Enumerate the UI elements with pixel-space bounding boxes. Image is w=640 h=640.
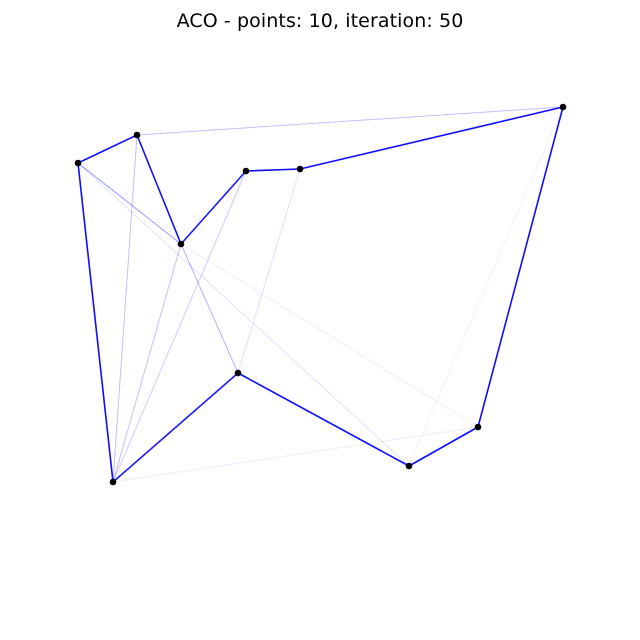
node-n1 <box>133 131 141 139</box>
edge-n0-n1 <box>77 134 138 164</box>
edge-n3-n9 <box>112 170 247 483</box>
node-n6 <box>474 423 482 431</box>
node-n0 <box>74 159 82 167</box>
node-n2 <box>177 240 185 248</box>
edge-n1-n2 <box>136 134 182 245</box>
edge-n1-n9 <box>112 134 138 483</box>
edge-n2-n8 <box>180 243 239 374</box>
edge-n9-n6 <box>112 426 479 483</box>
edge-n1-n5 <box>136 106 564 136</box>
edge-n5-n7 <box>408 106 564 467</box>
edge-n3-n4 <box>245 168 301 172</box>
chart-title: ACO - points: 10, iteration: 50 <box>176 10 464 32</box>
edge-n7-n8 <box>237 372 410 467</box>
edge-n0-n2 <box>77 162 182 245</box>
nodes-layer <box>74 103 567 486</box>
node-n5 <box>559 103 567 111</box>
node-n8 <box>234 369 242 377</box>
edge-n6-n7 <box>408 426 479 467</box>
node-n9 <box>109 478 117 486</box>
node-n3 <box>242 167 250 175</box>
node-n7 <box>405 462 413 470</box>
edge-n2-n6 <box>180 243 479 428</box>
edge-n8-n9 <box>112 372 239 483</box>
edge-n4-n5 <box>299 106 564 170</box>
edges-layer <box>77 106 564 483</box>
edge-n5-n6 <box>477 106 564 428</box>
edge-n2-n9 <box>112 243 182 483</box>
edge-n4-n8 <box>237 168 301 374</box>
edge-n9-n0 <box>77 162 114 483</box>
edge-n2-n3 <box>180 170 247 245</box>
edge-n0-n7 <box>77 162 410 467</box>
node-n4 <box>296 165 304 173</box>
